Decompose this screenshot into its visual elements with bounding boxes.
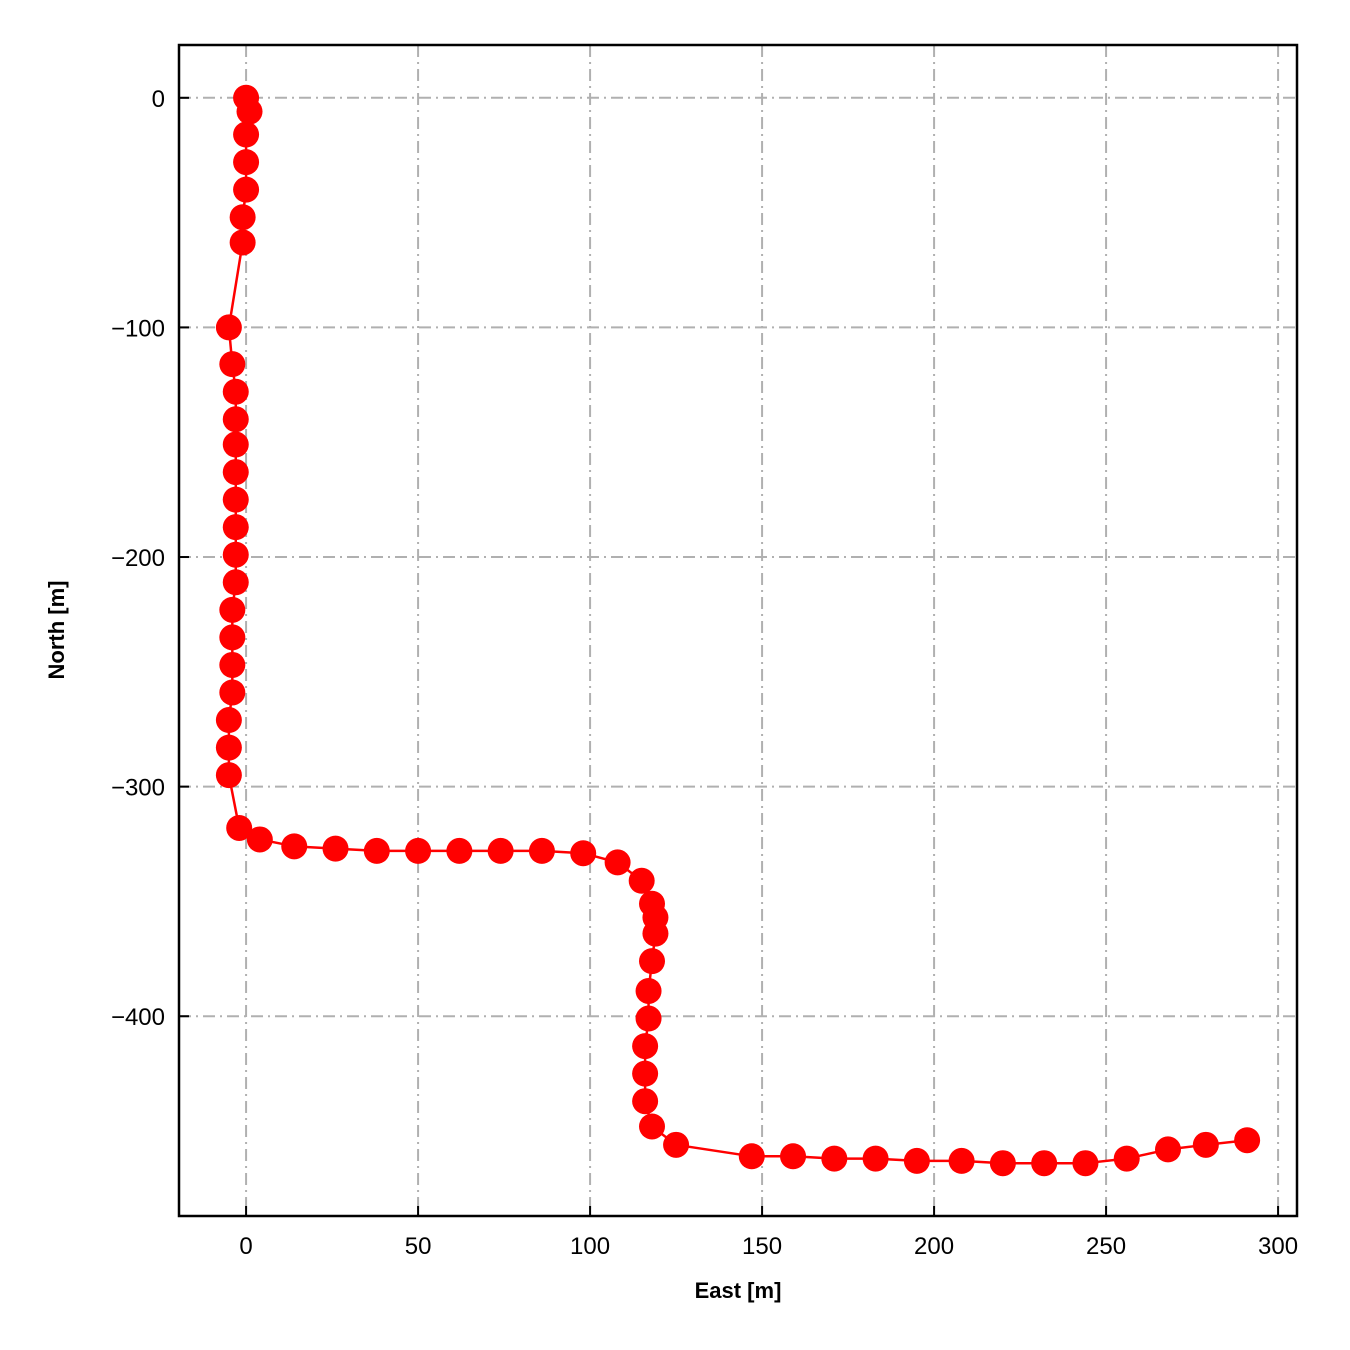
trajectory-point: [233, 176, 260, 203]
trajectory-point: [215, 314, 242, 341]
trajectory-point: [405, 837, 432, 864]
trajectory-point: [604, 849, 631, 876]
trajectory-point: [948, 1147, 975, 1174]
trajectory-point: [570, 840, 597, 867]
trajectory-point: [628, 867, 655, 894]
trajectory-point: [663, 1131, 690, 1158]
trajectory-point: [233, 121, 260, 148]
x-tick-label: 50: [405, 1233, 432, 1260]
trajectory-point: [1234, 1127, 1261, 1154]
x-tick-label: 250: [1086, 1233, 1126, 1260]
trajectory-point: [222, 514, 249, 541]
trajectory-point: [246, 826, 273, 853]
trajectory-point: [222, 406, 249, 433]
trajectory-point: [639, 1113, 665, 1140]
x-tick-label: 100: [570, 1233, 610, 1260]
trajectory-point: [215, 734, 242, 761]
trajectory-point: [821, 1145, 848, 1172]
trajectory-point: [363, 837, 390, 864]
y-tick-label: 0: [152, 86, 165, 113]
trajectory-point: [1113, 1145, 1140, 1172]
grid-lines: [179, 45, 1297, 1216]
trajectory-point: [639, 948, 665, 975]
plot-frame: [177, 43, 1299, 1218]
trajectory-point: [862, 1145, 889, 1172]
trajectory-point: [281, 833, 308, 860]
trajectory-line: [227, 97, 1248, 1165]
y-axis-label: North [m]: [44, 581, 69, 680]
trajectory-point: [1031, 1150, 1058, 1177]
trajectory-point: [635, 977, 662, 1004]
x-tick-label: 0: [239, 1233, 252, 1260]
trajectory-point: [1155, 1136, 1181, 1163]
trajectory-point: [222, 569, 249, 596]
trajectory-point: [322, 835, 349, 862]
y-tick-label: −200: [111, 545, 165, 572]
trajectory-point: [215, 762, 242, 789]
trajectory-point: [1192, 1131, 1219, 1158]
trajectory-point: [1072, 1150, 1099, 1177]
y-tick-label: −300: [111, 775, 165, 802]
trajectory-point: [738, 1143, 765, 1170]
series-layer: [215, 84, 1261, 1177]
trajectory-point: [632, 1060, 659, 1087]
trajectory-point: [632, 1088, 659, 1115]
trajectory-point: [233, 149, 260, 176]
trajectory-point: [236, 98, 263, 125]
x-tick-label: 300: [1258, 1233, 1298, 1260]
trajectory-point: [219, 596, 246, 623]
trajectory-point: [989, 1150, 1016, 1177]
trajectory-point: [226, 814, 253, 841]
trajectory-point: [215, 707, 242, 734]
trajectory-point: [528, 837, 555, 864]
trajectory-point: [222, 541, 249, 568]
trajectory-point: [219, 679, 246, 706]
trajectory-point: [219, 351, 246, 378]
trajectory-point: [222, 378, 249, 405]
trajectory-point: [446, 837, 473, 864]
trajectory-point: [903, 1147, 930, 1174]
trajectory-point: [219, 651, 246, 678]
y-tick-label: −400: [111, 1004, 165, 1031]
trajectory-point: [229, 204, 256, 231]
x-tick-label: 150: [742, 1233, 782, 1260]
x-tick-label: 200: [914, 1233, 954, 1260]
trajectory-point: [222, 459, 249, 486]
trajectory-point: [642, 920, 669, 947]
trajectory-point: [229, 229, 256, 256]
x-axis-label: East [m]: [695, 1278, 782, 1303]
trajectory-point: [635, 1005, 662, 1032]
trajectory-point: [780, 1143, 807, 1170]
trajectory-point: [219, 624, 246, 651]
trajectory-point: [632, 1033, 659, 1060]
trajectory-point: [222, 486, 249, 513]
axis-ticks: 0 50 100 150 200 250 300 0 −100 −200 −300 −400: [111, 86, 1298, 1260]
trajectory-point: [487, 837, 514, 864]
trajectory-point: [222, 431, 249, 458]
y-tick-label: −100: [111, 315, 165, 342]
